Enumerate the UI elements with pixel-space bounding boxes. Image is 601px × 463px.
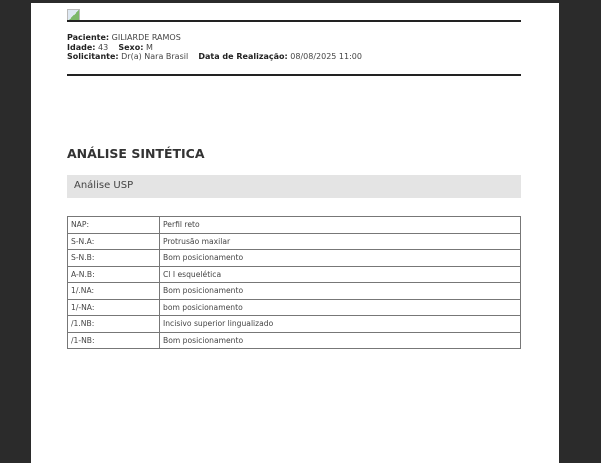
table-row: 1/-NA: bom posicionamento [67, 298, 521, 316]
age-label: Idade: [67, 42, 96, 52]
row-key: A-N.B: [67, 265, 160, 283]
patient-name: GILIARDE RAMOS [111, 33, 181, 42]
age-value: 43 [98, 42, 109, 52]
requester-label: Solicitante: [67, 52, 119, 61]
patient-label: Paciente: [67, 33, 110, 42]
document-page: Paciente: GILIARDE RAMOS Idade: 43 Sexo:… [31, 3, 559, 463]
table-row: /1.NB: Incisivo superior lingualizado [67, 315, 521, 333]
row-key: /1-NB: [67, 331, 160, 349]
date-value: 08/08/2025 11:00 [290, 52, 362, 61]
analysis-table: NAP: Perfil reto S-N.A: Protrusão maxilar S-… [67, 216, 521, 349]
row-value: Bom posicionamento [159, 331, 521, 349]
table-row: S-N.A: Protrusão maxilar [67, 232, 521, 250]
sex-value: M [145, 42, 153, 52]
table-row: S-N.B: Bom posicionamento [67, 249, 521, 267]
row-key: /1.NB: [67, 315, 160, 333]
row-key: 1/.NA: [67, 282, 160, 300]
subsection-header: Análise USP [67, 175, 521, 198]
table-row: 1/.NA: Bom posicionamento [67, 282, 521, 300]
table-row: NAP: Perfil reto [67, 216, 521, 234]
subsection-title: Análise USP [74, 180, 134, 191]
row-key: 1/-NA: [67, 298, 160, 316]
row-value: Bom posicionamento [159, 282, 521, 300]
row-key: S-N.B: [67, 249, 160, 267]
divider [67, 74, 521, 76]
row-value: Bom posicionamento [159, 249, 521, 267]
sex-label: Sexo: [118, 42, 144, 52]
row-key: S-N.A: [67, 232, 160, 250]
row-value: Cl I esquelética [159, 265, 521, 283]
row-value: Perfil reto [159, 216, 521, 234]
divider [67, 20, 521, 22]
patient-info: Paciente: GILIARDE RAMOS Idade: 43 Sexo:… [67, 33, 362, 62]
requester-value: Dr(a) Nara Brasil [121, 52, 189, 61]
row-value: Protrusão maxilar [159, 232, 521, 250]
section-title: ANÁLISE SINTÉTICA [67, 146, 205, 161]
table-row: /1-NB: Bom posicionamento [67, 331, 521, 349]
row-value: bom posicionamento [159, 298, 521, 316]
row-value: Incisivo superior lingualizado [159, 315, 521, 333]
row-key: NAP: [67, 216, 160, 234]
date-label: Data de Realização: [198, 52, 288, 61]
table-row: A-N.B: Cl I esquelética [67, 265, 521, 283]
